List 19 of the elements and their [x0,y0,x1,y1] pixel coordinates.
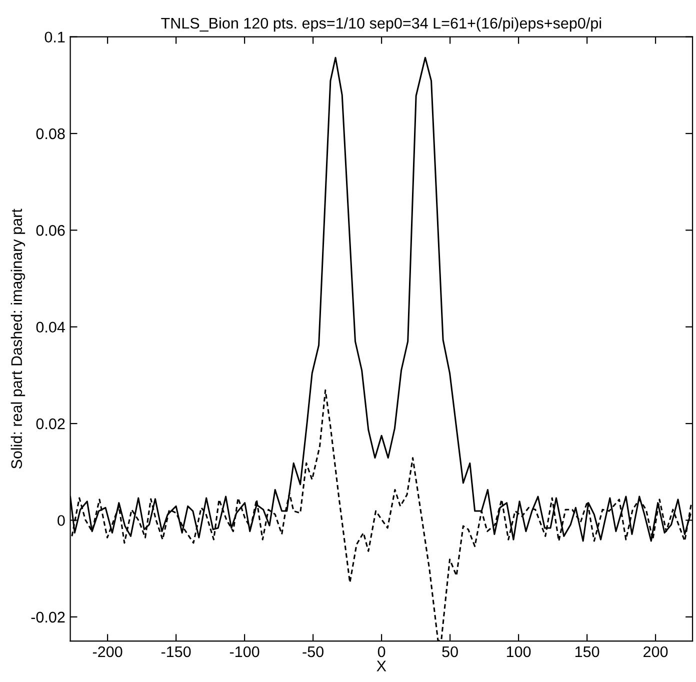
x-tick-label: 0 [378,646,386,658]
x-tick-label: 100 [506,646,531,658]
x-tick-label: 200 [644,646,668,658]
y-tick-label: 0.06 [36,225,65,236]
y-tick-label: 0.04 [36,322,65,333]
y-tick-label: 0.08 [36,128,65,140]
x-tick-label: -150 [161,646,191,658]
y-tick-label: 0 [58,515,65,526]
x-tick-label: 150 [575,646,600,658]
x-tick-label: 50 [442,646,458,658]
y-tick-label: -0.02 [31,612,65,623]
x-tick-label: -100 [230,646,260,658]
x-axis-title: X [376,660,386,672]
y-tick-label: 0.1 [44,32,65,43]
y-tick-label: 0.02 [36,418,65,430]
y-axis-title: Solid: real part Dashed: imaginary part [10,208,26,469]
x-tick-label: -50 [302,646,324,658]
chart-title: TNLS_Bion 120 pts. eps=1/10 sep0=34 L=61+(16/pi)eps+sep0/pi [161,17,602,32]
x-tick-label: -200 [92,646,122,658]
